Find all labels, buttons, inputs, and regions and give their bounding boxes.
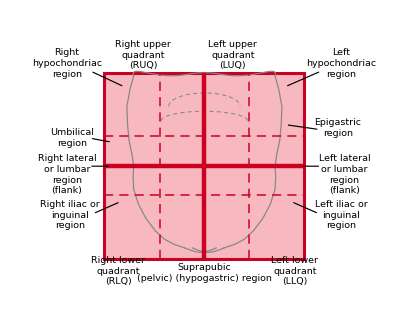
Text: Epigastric
region: Epigastric region (314, 119, 361, 138)
Text: Left iliac or
inguinal
region: Left iliac or inguinal region (315, 200, 368, 230)
Text: Umbilical
region: Umbilical region (50, 128, 94, 148)
Text: Suprapubic
(pelvic) (hypogastric) region: Suprapubic (pelvic) (hypogastric) region (137, 263, 272, 283)
Text: Right lower
quadrant
(RLQ): Right lower quadrant (RLQ) (91, 256, 145, 286)
Text: Left
hypochondriac
region: Left hypochondriac region (306, 49, 376, 79)
Text: Left upper
quadrant
(LUQ): Left upper quadrant (LUQ) (208, 40, 257, 70)
Text: Right lateral
or lumbar
region
(flank): Right lateral or lumbar region (flank) (38, 154, 96, 195)
Text: Right upper
quadrant
(RUQ): Right upper quadrant (RUQ) (115, 40, 171, 70)
Text: Left lower
quadrant
(LLQ): Left lower quadrant (LLQ) (271, 256, 318, 286)
Text: Left lateral
or lumbar
region
(flank): Left lateral or lumbar region (flank) (319, 154, 370, 195)
Text: Right iliac or
inguinal
region: Right iliac or inguinal region (40, 200, 100, 230)
Bar (104, 74, 304, 259)
Text: Right
hypochondriac
region: Right hypochondriac region (32, 49, 102, 79)
